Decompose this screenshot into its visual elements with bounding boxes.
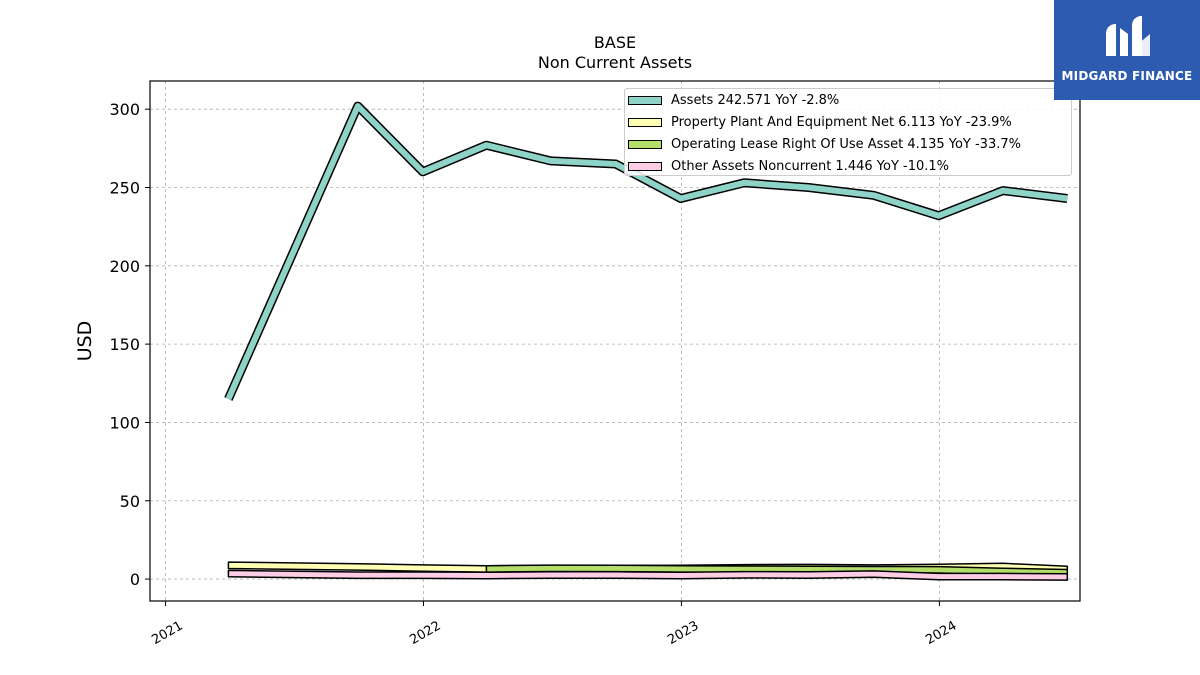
legend: Assets 242.571 YoY -2.8% Property Plant … xyxy=(624,88,1072,176)
legend-label-lease: Operating Lease Right Of Use Asset 4.135… xyxy=(671,136,1021,152)
series-band-other xyxy=(227,569,1069,581)
series-assets xyxy=(224,101,1068,401)
y-axis-label: USD xyxy=(74,321,96,362)
y-tick-label: 50 xyxy=(120,492,140,511)
plot-frame xyxy=(149,80,1081,602)
brand-logo: MIDGARD FINANCE xyxy=(1054,0,1200,100)
chart-title: BASE xyxy=(594,33,636,52)
legend-label-assets: Assets 242.571 YoY -2.8% xyxy=(671,92,840,108)
legend-item-other: Other Assets Noncurrent 1.446 YoY -10.1% xyxy=(625,155,949,177)
y-tick-label: 300 xyxy=(109,100,140,119)
y-tick-label: 0 xyxy=(130,570,140,589)
chart-subtitle: Non Current Assets xyxy=(538,53,692,72)
legend-swatch-ppe xyxy=(628,117,662,127)
logo-mark-icon xyxy=(1106,16,1150,56)
series-line-assets xyxy=(225,103,1068,401)
y-tick-label: 100 xyxy=(109,413,140,432)
legend-swatch-lease xyxy=(628,139,662,149)
x-tick-label: 2021 xyxy=(149,618,185,648)
y-tick-label: 250 xyxy=(109,179,140,198)
x-tick-label: 2023 xyxy=(665,618,701,648)
series-group xyxy=(224,101,1069,581)
x-tick-label: 2024 xyxy=(923,618,959,648)
y-tick-label: 200 xyxy=(109,257,140,276)
legend-label-other: Other Assets Noncurrent 1.446 YoY -10.1% xyxy=(671,158,950,174)
legend-swatch-other xyxy=(628,161,662,171)
legend-item-lease: Operating Lease Right Of Use Asset 4.135… xyxy=(625,133,1021,155)
legend-item-ppe: Property Plant And Equipment Net 6.113 Y… xyxy=(625,111,1012,133)
legend-label-ppe: Property Plant And Equipment Net 6.113 Y… xyxy=(671,114,1012,130)
y-tick-label: 150 xyxy=(109,335,140,354)
logo-text: MIDGARD FINANCE xyxy=(1061,69,1193,83)
legend-item-assets: Assets 242.571 YoY -2.8% xyxy=(625,89,839,111)
legend-swatch-assets xyxy=(628,95,662,105)
series-other xyxy=(227,569,1069,581)
x-tick-label: 2022 xyxy=(407,618,443,648)
